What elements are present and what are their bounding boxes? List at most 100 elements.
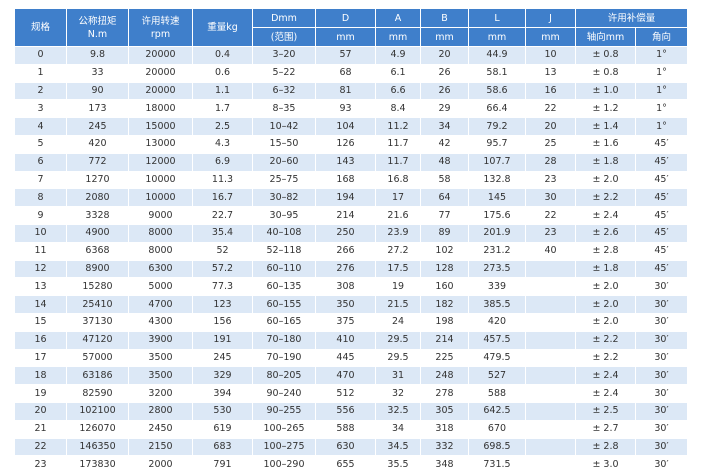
table-cell: 25 (525, 134, 576, 154)
header-cell: B (420, 8, 469, 28)
table-cell: 100–290 (252, 455, 316, 474)
table-cell: 0 (14, 46, 67, 65)
table-cell: 80–205 (252, 366, 316, 386)
header-unit: rpm (150, 28, 171, 40)
header-cell: mm (375, 27, 421, 47)
table-cell: 102 (420, 241, 469, 261)
table-cell: 30′ (634, 366, 689, 386)
table-cell: ± 1.8 (575, 152, 636, 172)
table-cell: 26 (420, 81, 469, 101)
table-cell: 420 (66, 134, 129, 154)
table-cell: 11.7 (375, 134, 421, 154)
table-cell: 1270 (66, 170, 129, 190)
table-cell: 530 (192, 401, 253, 421)
table-cell: 32 (375, 384, 421, 403)
table-header: 规格 公称扭矩 N.m 许用转速 rpm 重量kg Dmm D A B L J 许用… (14, 8, 689, 47)
table-cell: 34 (420, 117, 469, 136)
table-cell: 22.7 (192, 206, 253, 225)
table-cell: 655 (315, 455, 376, 474)
table-cell: 4.9 (375, 46, 421, 65)
table-cell: 10000 (128, 188, 193, 208)
table-cell: 0.6 (192, 63, 253, 83)
table-row: 21 126070 2450 619 100–265 588 34 318 670 ± 2.7 30… (14, 419, 689, 439)
table-cell: 329 (192, 366, 253, 386)
table-cell: 107.7 (468, 152, 526, 172)
table-cell: 4700 (128, 295, 193, 314)
table-cell: 410 (315, 330, 376, 350)
table-cell: 23 (525, 223, 576, 243)
table-cell: 104 (315, 117, 376, 136)
table-cell: 30′ (634, 384, 689, 403)
table-row: 22 146350 2150 683 100–275 630 34.5 332 698.5 ± 2… (14, 437, 689, 457)
table-row: 16 47120 3900 191 70–180 410 29.5 214 457.5 ± 2.2… (14, 330, 689, 350)
table-cell: 12000 (128, 152, 193, 172)
table-cell: ± 2.7 (575, 419, 636, 439)
table-cell: 0.4 (192, 46, 253, 65)
table-cell: 40 (525, 241, 576, 261)
table-cell: 6.1 (375, 63, 421, 83)
table-cell: 9000 (128, 206, 193, 225)
table-cell: 1° (634, 46, 689, 65)
table-cell: ± 1.4 (575, 117, 636, 136)
table-cell: 245 (192, 348, 253, 368)
table-cell: 10 (14, 223, 67, 243)
table-cell: 8900 (66, 259, 129, 279)
table-cell: 45′ (634, 134, 689, 154)
table-cell: 82590 (66, 384, 129, 403)
table-cell: 33 (66, 63, 129, 83)
table-row: 4 245 15000 2.5 10–42 104 11.2 34 79.2 20 ± 1.4 1° (14, 117, 689, 136)
table-cell: 77 (420, 206, 469, 225)
table-cell: 9.8 (66, 46, 129, 65)
table-cell: 2150 (128, 437, 193, 457)
table-row: 10 4900 8000 35.4 40–108 250 23.9 89 201.9 23 ± 2.… (14, 223, 689, 243)
table-row: 15 37130 4300 156 60–165 375 24 198 420 ± 2.0 30′ (14, 312, 689, 332)
table-cell: 5–22 (252, 63, 316, 83)
table-cell: 4.3 (192, 134, 253, 154)
header-cell: 规格 (14, 8, 67, 47)
table-cell: 24 (375, 312, 421, 332)
table-row: 20 102100 2800 530 90–255 556 32.5 305 642.5 ± 2.… (14, 401, 689, 421)
table-cell: 175.6 (468, 206, 526, 225)
table-cell: 13 (525, 63, 576, 83)
table-cell: 28 (525, 152, 576, 172)
table-cell: 23 (14, 455, 67, 474)
table-cell: 57000 (66, 348, 129, 368)
table-cell: 350 (315, 295, 376, 314)
table-cell: 31 (375, 366, 421, 386)
table-cell: 100–275 (252, 437, 316, 457)
table-cell: 30′ (634, 312, 689, 332)
table-cell: 308 (315, 277, 376, 297)
header-cell: 许用补偿量 (574, 8, 689, 28)
table-cell: 479.5 (468, 348, 526, 368)
table-cell: 52–118 (252, 241, 316, 261)
table-cell: 1.1 (192, 81, 253, 101)
table-cell: 20000 (128, 63, 193, 83)
table-cell: 57 (315, 46, 376, 65)
table-cell: 512 (315, 384, 376, 403)
table-cell: 698.5 (468, 437, 526, 457)
table-cell: ± 2.4 (575, 206, 636, 225)
table-cell: ± 2.0 (575, 170, 636, 190)
table-cell: ± 2.0 (575, 312, 636, 332)
table-cell: 250 (315, 223, 376, 243)
table-row: 23 173830 2000 791 100–290 655 35.5 348 731.5 ± 3… (14, 455, 689, 474)
table-cell: 77.3 (192, 277, 253, 297)
table-cell: 30′ (634, 330, 689, 350)
header-cell: mm (525, 27, 576, 47)
table-cell: ± 1.0 (575, 81, 636, 101)
table-cell: 89 (420, 223, 469, 243)
table-cell: 630 (315, 437, 376, 457)
table-cell: 20 (525, 117, 576, 136)
table-cell: 6368 (66, 241, 129, 261)
table-cell: 6.9 (192, 152, 253, 172)
table-cell: 1° (634, 63, 689, 83)
table-cell: 3500 (128, 348, 193, 368)
table-cell: 30′ (634, 295, 689, 314)
table-cell: 4900 (66, 223, 129, 243)
table-cell: 20–60 (252, 152, 316, 172)
table-cell (525, 366, 576, 386)
table-cell: 1.7 (192, 99, 253, 119)
table-cell: 2450 (128, 419, 193, 439)
table-row: 17 57000 3500 245 70–190 445 29.5 225 479.5 ± 2.2… (14, 348, 689, 368)
table-cell: 1° (634, 117, 689, 136)
